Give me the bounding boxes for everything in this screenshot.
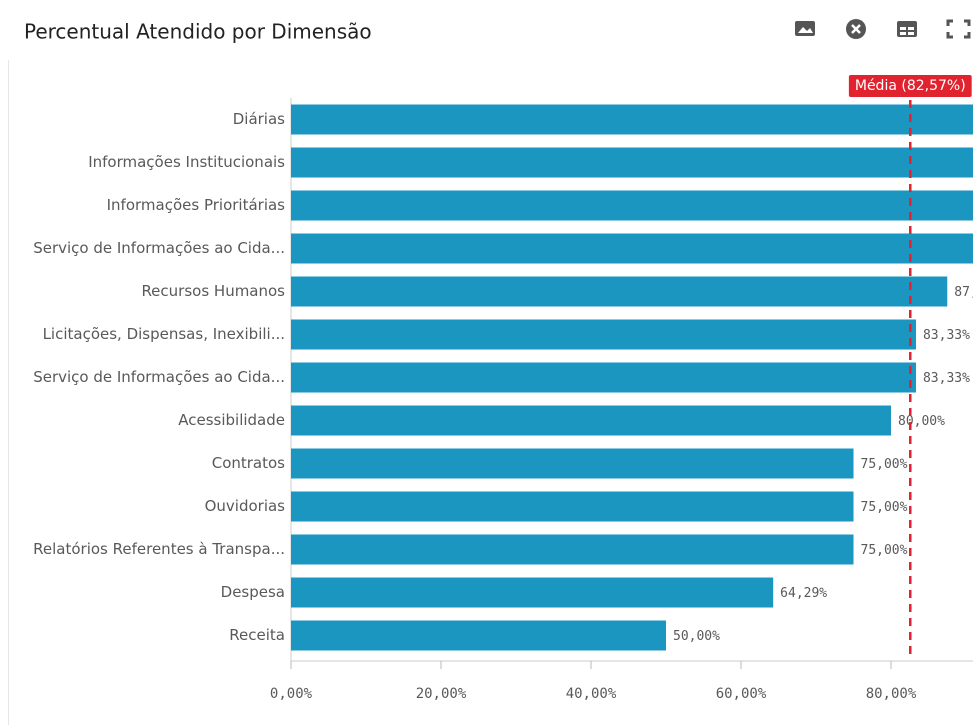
bar xyxy=(291,190,973,221)
close-icon[interactable] xyxy=(846,19,866,39)
y-tick-label: Despesa xyxy=(221,583,285,601)
y-tick-label: Contratos xyxy=(212,454,285,472)
value-label: 75,00% xyxy=(861,543,908,558)
y-tick-label: Licitações, Dispensas, Inexibili... xyxy=(43,325,285,343)
value-label: 75,00% xyxy=(861,457,908,472)
value-label: 87,50% xyxy=(954,285,973,300)
toolbar xyxy=(795,19,971,39)
bar xyxy=(291,276,948,307)
value-label: 50,00% xyxy=(673,629,720,644)
y-tick-label: Relatórios Referentes à Transpa... xyxy=(33,540,285,558)
x-tick-label: 20,00% xyxy=(416,686,467,702)
x-tick-label: 40,00% xyxy=(566,686,617,702)
y-tick-label: Recursos Humanos xyxy=(141,282,285,300)
mean-label: Média (82,57%) xyxy=(855,78,966,94)
table-icon[interactable] xyxy=(897,21,917,37)
y-tick-label: Informações Institucionais xyxy=(88,153,285,171)
y-tick-label: Informações Prioritárias xyxy=(107,196,286,214)
value-label: 75,00% xyxy=(861,500,908,515)
y-tick-label: Acessibilidade xyxy=(178,411,285,429)
bar xyxy=(291,491,854,522)
value-label: 83,33% xyxy=(923,371,970,386)
value-label: 80,00% xyxy=(898,414,945,429)
bar xyxy=(291,620,666,651)
bar xyxy=(291,104,973,135)
bar xyxy=(291,362,916,393)
bar xyxy=(291,319,916,350)
x-tick-label: 60,00% xyxy=(716,686,767,702)
bar xyxy=(291,534,854,565)
x-tick-label: 80,00% xyxy=(866,686,917,702)
y-tick-label: Serviço de Informações ao Cida... xyxy=(33,239,285,257)
snapshot-icon[interactable] xyxy=(795,21,815,36)
mean-label-bg xyxy=(848,75,972,97)
y-tick-label: Diárias xyxy=(233,110,285,128)
y-tick-label: Receita xyxy=(229,626,285,644)
value-label: 83,33% xyxy=(923,328,970,343)
chart-title: Percentual Atendido por Dimensão xyxy=(24,20,372,44)
y-tick-label: Serviço de Informações ao Cida... xyxy=(33,368,285,386)
plot: 0,00%20,00%40,00%60,00%80,00%Diárias100,… xyxy=(33,75,973,702)
fullscreen-icon[interactable] xyxy=(946,19,971,39)
bar xyxy=(291,577,774,608)
y-tick-label: Ouvidorias xyxy=(205,497,286,515)
bar xyxy=(291,233,973,264)
bar xyxy=(291,147,973,178)
value-label: 64,29% xyxy=(780,586,827,601)
x-tick-label: 0,00% xyxy=(270,686,313,702)
bar xyxy=(291,405,891,436)
bar xyxy=(291,448,854,479)
